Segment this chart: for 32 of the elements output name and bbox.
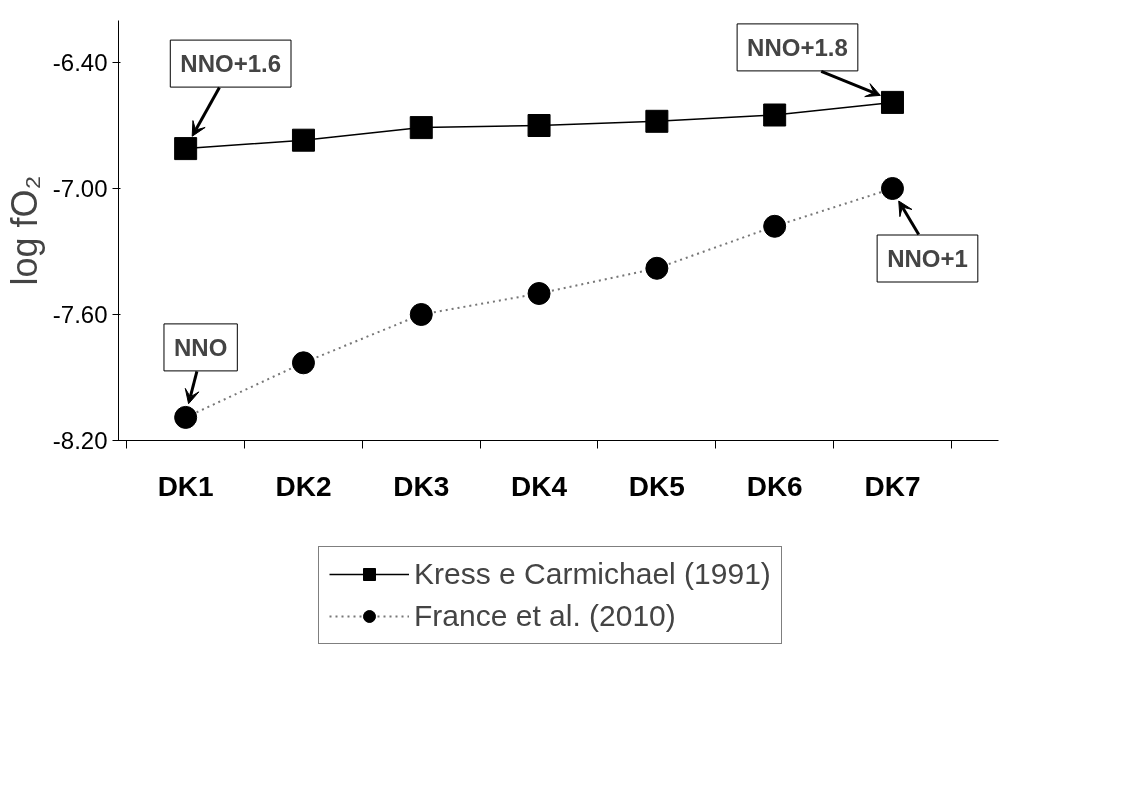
point	[763, 103, 787, 127]
point	[527, 282, 551, 305]
point	[291, 128, 315, 152]
x-tick-label: DK6	[746, 470, 803, 502]
point	[174, 405, 198, 429]
point	[763, 214, 787, 238]
point	[880, 177, 904, 200]
y-tick-label: -6.40	[52, 49, 108, 76]
annotation: NNO+1	[887, 245, 968, 272]
x-tick-label: DK7	[864, 470, 921, 502]
x-tick-label: DK1	[157, 470, 214, 502]
y-tick-label: -7.60	[52, 301, 108, 328]
y-axis-title: log fO₂	[3, 175, 45, 286]
legend-label: Kress e Carmichael (1991)	[414, 557, 771, 591]
x-tick-label: DK4	[511, 470, 568, 502]
point	[880, 90, 904, 114]
point	[409, 116, 433, 140]
annotation: NNO+1.6	[180, 50, 282, 78]
point	[645, 256, 669, 280]
legend-label: France et al. (2010)	[414, 599, 676, 633]
point	[291, 351, 315, 375]
x-tick-label: DK2	[275, 470, 332, 502]
annotation: NNO	[173, 333, 228, 361]
x-tick-label: DK5	[628, 470, 685, 502]
point	[527, 114, 551, 137]
point	[174, 137, 198, 161]
x-tick-label: DK3	[393, 470, 450, 502]
y-tick-label: -7.00	[52, 175, 108, 202]
annotation: NNO+1.8	[747, 33, 848, 61]
point	[409, 303, 433, 326]
point	[645, 109, 669, 133]
y-tick-label: -8.20	[52, 427, 108, 454]
